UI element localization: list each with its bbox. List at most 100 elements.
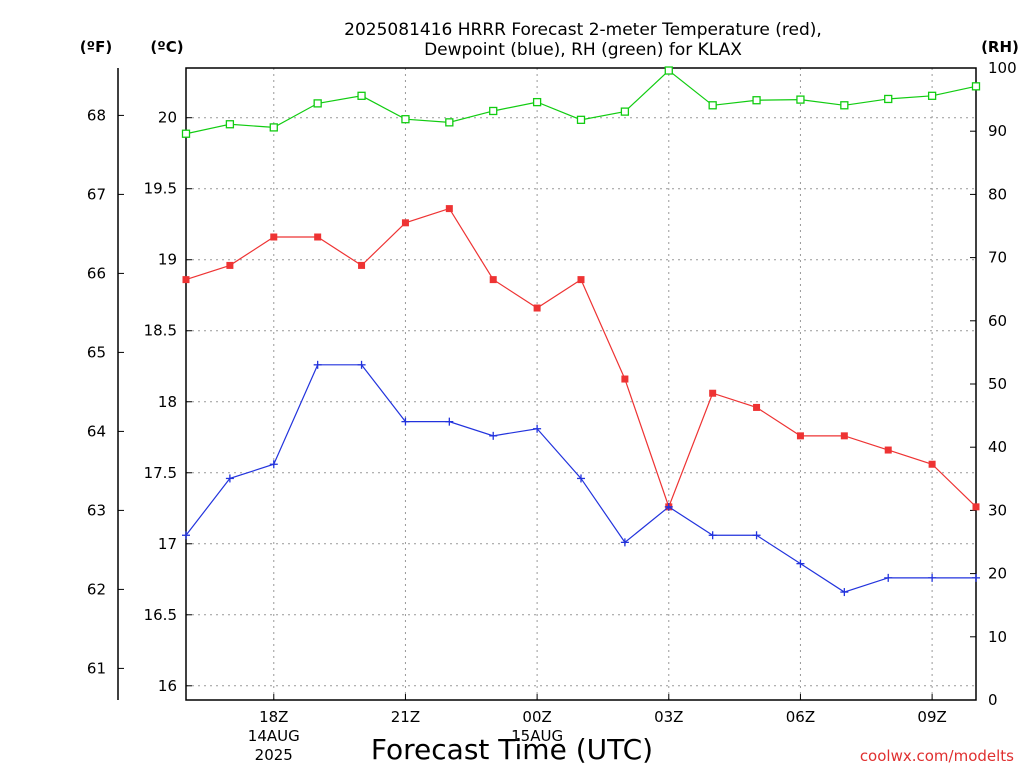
rh-tick-label: 10 (988, 628, 1007, 646)
temperature-point (533, 304, 541, 312)
temperature-point (709, 389, 717, 397)
rh-point (445, 118, 454, 127)
dewpoint-point (884, 573, 893, 582)
dewpoint-point (533, 424, 542, 433)
temperature-point (445, 205, 453, 213)
tick-labels: 61 62 63 64 65 66 67 68 16 16.5 17 17.5 18 18.5 19 19.5… (87, 59, 1017, 764)
rh-point (576, 115, 586, 124)
celsius-tick-label: 16 (158, 677, 177, 695)
temperature-point (884, 446, 892, 454)
series (181, 66, 981, 597)
rh-tick-label: 30 (988, 501, 1007, 519)
rh-point (708, 101, 717, 110)
temperature-point (972, 503, 980, 511)
fahrenheit-tick-label: 61 (87, 659, 106, 677)
celsius-tick-label: 18.5 (144, 322, 177, 340)
temperature-point (928, 460, 936, 468)
dewpoint-point (577, 474, 585, 483)
rh-point (796, 95, 805, 104)
rh-tick-label: 70 (988, 249, 1007, 267)
x-axis-title: Forecast Time (UTC) (371, 733, 653, 766)
rh-line (185, 69, 977, 135)
x-tick-label: 2025 (255, 746, 293, 764)
dewpoint-point (752, 531, 761, 540)
dewpoint-point (182, 531, 190, 540)
rh-point (971, 82, 981, 91)
fahrenheit-tick-label: 68 (87, 106, 106, 124)
temperature-point (840, 432, 848, 440)
celsius-tick-label: 20 (158, 109, 177, 127)
rh-point (840, 101, 849, 110)
fahrenheit-tick-label: 62 (87, 580, 106, 598)
temperature-point (182, 276, 190, 284)
temperature-point (358, 261, 366, 269)
rh-tick-label: 90 (988, 122, 1007, 140)
rh-point (532, 97, 542, 107)
dewpoint-point (313, 360, 322, 369)
x-tick-label: 21Z (391, 708, 420, 726)
temperature-point (796, 432, 804, 440)
dewpoint-point (620, 538, 629, 547)
celsius-tick-label: 19 (158, 251, 177, 269)
rh-point (357, 91, 366, 100)
rh-point (225, 120, 235, 129)
rh-point (313, 99, 322, 108)
fahrenheit-tick-label: 67 (87, 185, 106, 203)
dewpoint-point (840, 588, 849, 597)
rh-axis-label: (RH) (981, 38, 1019, 56)
fahrenheit-tick-label: 65 (87, 343, 106, 361)
rh-tick-label: 60 (988, 312, 1007, 330)
dewpoint-point (796, 559, 805, 568)
rh-tick-label: 100 (988, 59, 1017, 77)
fahrenheit-tick-label: 63 (87, 501, 106, 519)
rh-point (489, 106, 498, 116)
x-tick-label: 00Z (522, 708, 551, 726)
temperature-point (401, 219, 409, 227)
celsius-tick-label: 16.5 (144, 606, 177, 624)
rh-tick-label: 80 (988, 185, 1007, 203)
fahrenheit-axis-label: (ºF) (80, 38, 112, 56)
x-tick-label: 15AUG (511, 727, 563, 745)
fahrenheit-tick-label: 66 (87, 264, 106, 282)
x-tick-label: 14AUG (248, 727, 300, 745)
dewpoint-point (445, 417, 454, 426)
dewpoint-point (972, 573, 980, 582)
x-tick-label: 18Z (259, 708, 288, 726)
temperature-line (185, 207, 977, 509)
rh-point (401, 115, 410, 124)
rh-tick-label: 20 (988, 565, 1007, 583)
rh-point (181, 129, 191, 138)
fahrenheit-tick-label: 64 (87, 422, 106, 440)
dewpoint-point (708, 531, 717, 540)
chart-title-line2: Dewpoint (blue), RH (green) for KLAX (424, 40, 742, 60)
temperature-point (314, 233, 322, 241)
rh-point (884, 94, 893, 104)
rh-point (752, 96, 761, 105)
dewpoint-point (225, 474, 234, 483)
dewpoint-point (357, 360, 366, 369)
dewpoint-point (664, 502, 673, 511)
temperature-point (753, 403, 761, 411)
x-tick-label: 06Z (786, 708, 815, 726)
temperature-point (270, 233, 278, 241)
axes (117, 67, 977, 701)
rh-point (927, 91, 937, 100)
credit-text: coolwx.com/modelts (860, 747, 1014, 765)
rh-tick-label: 40 (988, 438, 1007, 456)
x-tick-label: 03Z (654, 708, 683, 726)
temperature-point (489, 276, 497, 284)
plot-frame (185, 67, 977, 701)
celsius-tick-label: 17 (158, 535, 177, 553)
grid-lines (186, 68, 976, 700)
temperature-point (621, 375, 629, 383)
rh-tick-label: 0 (988, 691, 998, 709)
rh-tick-label: 50 (988, 375, 1007, 393)
chart-title-line1: 2025081416 HRRR Forecast 2-meter Tempera… (344, 20, 822, 40)
celsius-axis-label: (ºC) (150, 38, 183, 56)
x-tick-label: 09Z (917, 708, 946, 726)
dewpoint-point (489, 431, 498, 440)
rh-point (620, 107, 630, 116)
dewpoint-point (269, 460, 278, 469)
dewpoint-point (928, 573, 937, 582)
